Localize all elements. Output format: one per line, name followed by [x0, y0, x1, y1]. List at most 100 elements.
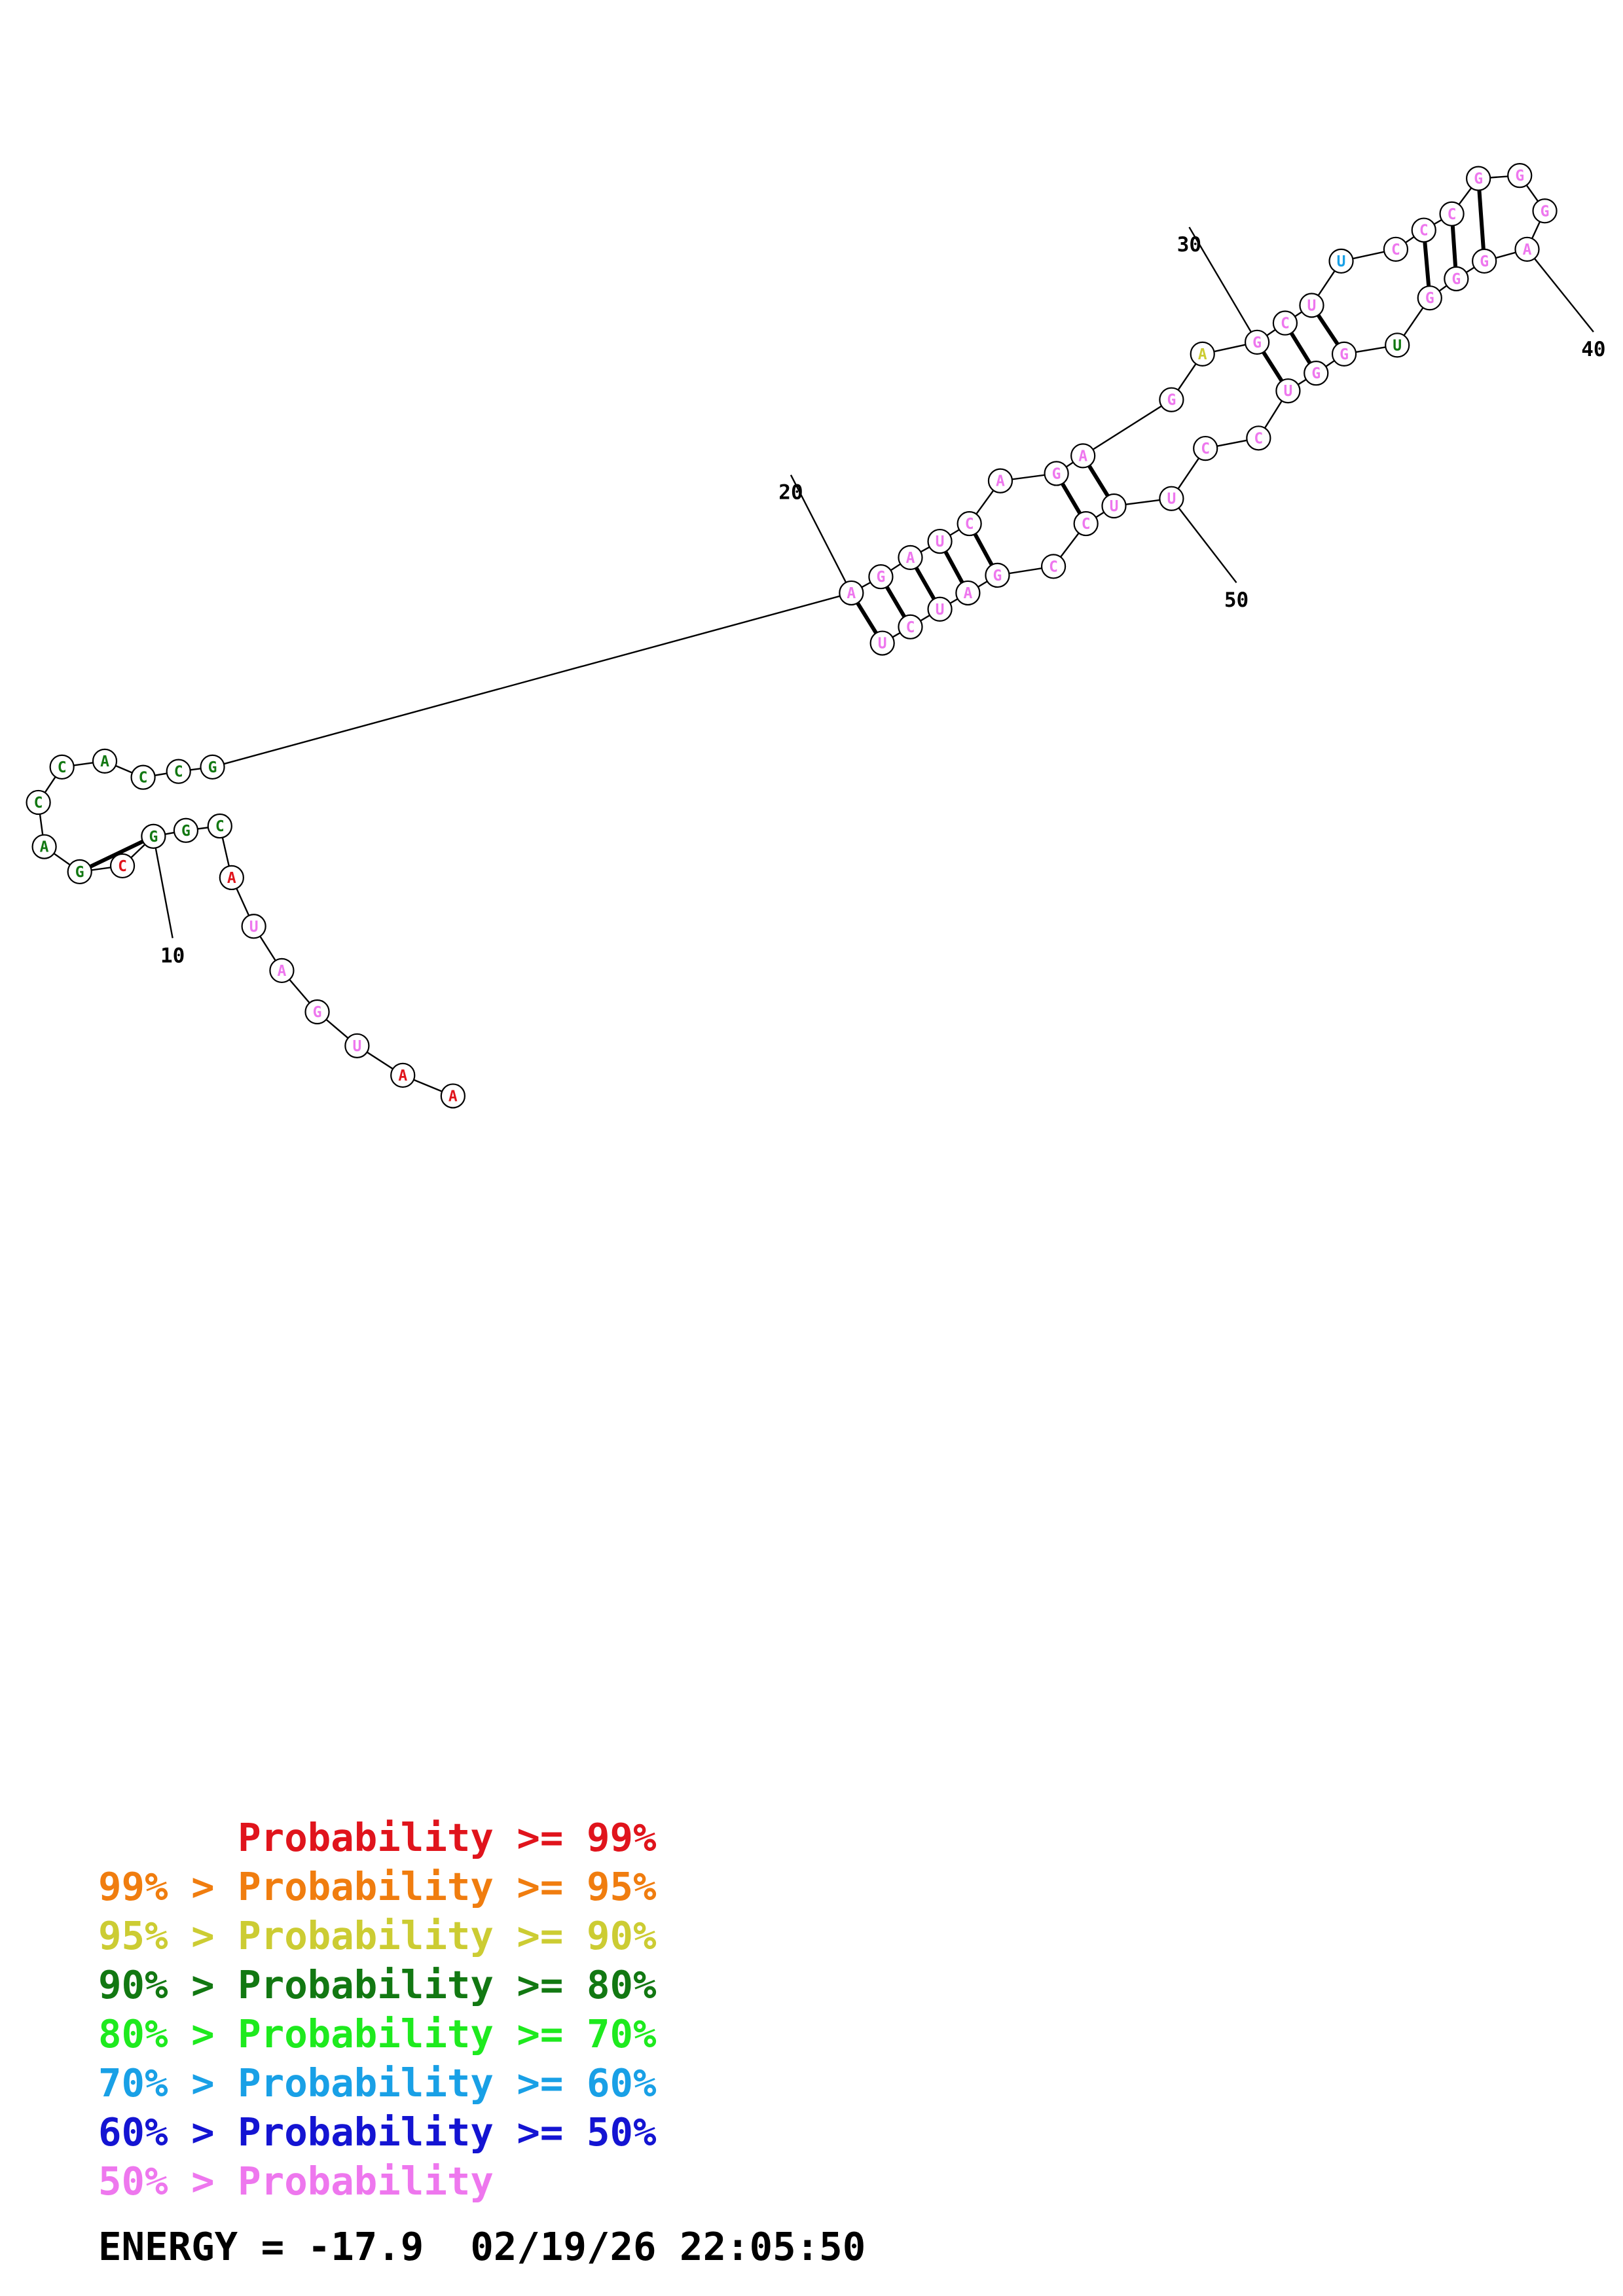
- legend-gt: >: [168, 1962, 238, 2007]
- nucleotide-33: U: [1328, 248, 1354, 274]
- nucleotide-circle: [241, 914, 266, 939]
- nucleotide-letter: G: [1311, 365, 1321, 382]
- nucleotide-circle: [898, 614, 923, 639]
- nucleotide-letter: G: [1167, 392, 1176, 409]
- backbone-layer: [37, 174, 1546, 1097]
- nucleotide-22: A: [898, 545, 923, 571]
- legend-ge: >=: [493, 1962, 587, 2007]
- nucleotide-circle: [1417, 285, 1442, 311]
- nucleotide-57: C: [898, 614, 923, 639]
- nucleotide-circle: [1466, 166, 1491, 191]
- nucleotide-12: G: [67, 859, 92, 885]
- tick-label-40: 40: [1581, 338, 1605, 361]
- nucleotide-circle: [1159, 486, 1184, 511]
- legend-prefix: 95%: [98, 1913, 168, 1958]
- nucleotide-9: G: [173, 817, 199, 843]
- nucleotide-41: G: [1472, 248, 1497, 274]
- nucleotide-letter: C: [215, 818, 225, 835]
- nucleotide-circle: [200, 754, 225, 780]
- nucleotide-circle: [92, 748, 118, 774]
- legend-text: Probability: [238, 1913, 494, 1958]
- nucleotide-circle: [1040, 554, 1067, 579]
- nucleotide-48: C: [1246, 425, 1271, 451]
- nucleotide-letter: G: [1340, 346, 1349, 363]
- nucleotide-letter: C: [34, 795, 43, 812]
- legend-prefix: 50%: [98, 2159, 168, 2204]
- nucleotide-circle: [31, 834, 57, 859]
- nucleotide-circle: [219, 865, 244, 891]
- legend-prefix: 99%: [98, 1864, 168, 1909]
- nucleotide-1: A: [440, 1083, 465, 1109]
- nucleotide-letter: U: [936, 601, 945, 619]
- nucleotide-letter: C: [139, 770, 148, 787]
- nucleotide-7: A: [219, 865, 244, 891]
- nucleotide-circle: [1328, 248, 1354, 274]
- nucleotide-letter: A: [1523, 242, 1532, 259]
- nucleotide-2: A: [390, 1062, 416, 1088]
- nucleotide-letter: C: [1419, 223, 1429, 240]
- nucleotide-circle: [1190, 341, 1215, 367]
- tick-line-50: [1171, 497, 1237, 583]
- nucleotide-50: U: [1159, 486, 1184, 511]
- legend-gt: >: [168, 2060, 238, 2106]
- nucleotide-35: C: [1411, 217, 1436, 243]
- nucleotide-circle: [390, 1062, 416, 1088]
- nucleotide-circle: [955, 580, 981, 606]
- legend-gt: >: [168, 1913, 238, 1958]
- nucleotide-14: C: [26, 789, 51, 816]
- tick-line-20: [790, 475, 852, 594]
- legend-row: 90% > Probability >= 80%: [98, 1960, 657, 2009]
- legend-row: 50% > Probability: [98, 2157, 657, 2206]
- nucleotide-circle: [985, 562, 1010, 588]
- nucleotide-letter: A: [278, 963, 287, 980]
- nucleotide-40: A: [1514, 236, 1540, 262]
- legend-prefix: [98, 1815, 168, 1860]
- tick-label-20: 20: [778, 481, 803, 505]
- nucleotide-circle: [1444, 266, 1469, 292]
- nucleotide-letter: C: [1448, 206, 1457, 223]
- nucleotide-circle: [987, 468, 1013, 493]
- legend-prefix: 70%: [98, 2060, 168, 2106]
- nucleotide-44: U: [1385, 332, 1410, 358]
- nucleotide-circle: [130, 764, 156, 790]
- legend-value: 95%: [586, 1864, 657, 1909]
- nucleotide-circle: [1244, 329, 1270, 355]
- nucleotide-letter: C: [58, 759, 67, 776]
- legend-prefix: 80%: [98, 2011, 168, 2056]
- nucleotide-4: G: [304, 999, 330, 1025]
- nucleotide-51: U: [1101, 493, 1127, 519]
- nucleotide-circle: [869, 630, 895, 656]
- nucleotide-37: G: [1466, 166, 1491, 191]
- legend-value: 99%: [586, 1815, 657, 1860]
- nucleotide-circle: [173, 817, 199, 843]
- nucleotide-letter: G: [181, 823, 191, 840]
- nucleotide-letter: A: [1198, 346, 1207, 363]
- tick-line-30: [1188, 226, 1258, 343]
- legend-row: Probability >= 99%: [98, 1813, 657, 1862]
- nucleotide-circle: [1299, 293, 1324, 318]
- nucleotide-circle: [1385, 332, 1410, 358]
- nucleotide-43: G: [1417, 285, 1442, 311]
- nucleotide-letter: U: [878, 636, 887, 653]
- nucleotide-56: U: [927, 596, 953, 622]
- nucleotide-circle: [1275, 378, 1301, 404]
- nucleotide-circle: [1101, 493, 1127, 519]
- nucleotide-8: C: [207, 813, 232, 839]
- legend-row: 80% > Probability >= 70%: [98, 2009, 657, 2058]
- legend-row: 95% > Probability >= 90%: [98, 1911, 657, 1960]
- nucleotide-letter: A: [996, 473, 1005, 490]
- nucleotide-circle: [26, 789, 51, 816]
- nucleotide-letter: A: [847, 585, 856, 602]
- nucleotide-letter: G: [876, 569, 885, 586]
- nucleotide-letter: A: [906, 550, 915, 567]
- nucleotide-10: G: [141, 823, 166, 849]
- nucleotide-circle: [1411, 217, 1436, 243]
- legend-text: Probability: [238, 1962, 494, 2007]
- nucleotide-45: G: [1331, 341, 1357, 367]
- nucleotide-58: U: [869, 630, 895, 656]
- nucleotide-circle: [304, 999, 330, 1025]
- nucleotide-letter: U: [1283, 383, 1292, 400]
- nucleotide-34: C: [1383, 236, 1409, 262]
- legend-value: 50%: [586, 2109, 657, 2155]
